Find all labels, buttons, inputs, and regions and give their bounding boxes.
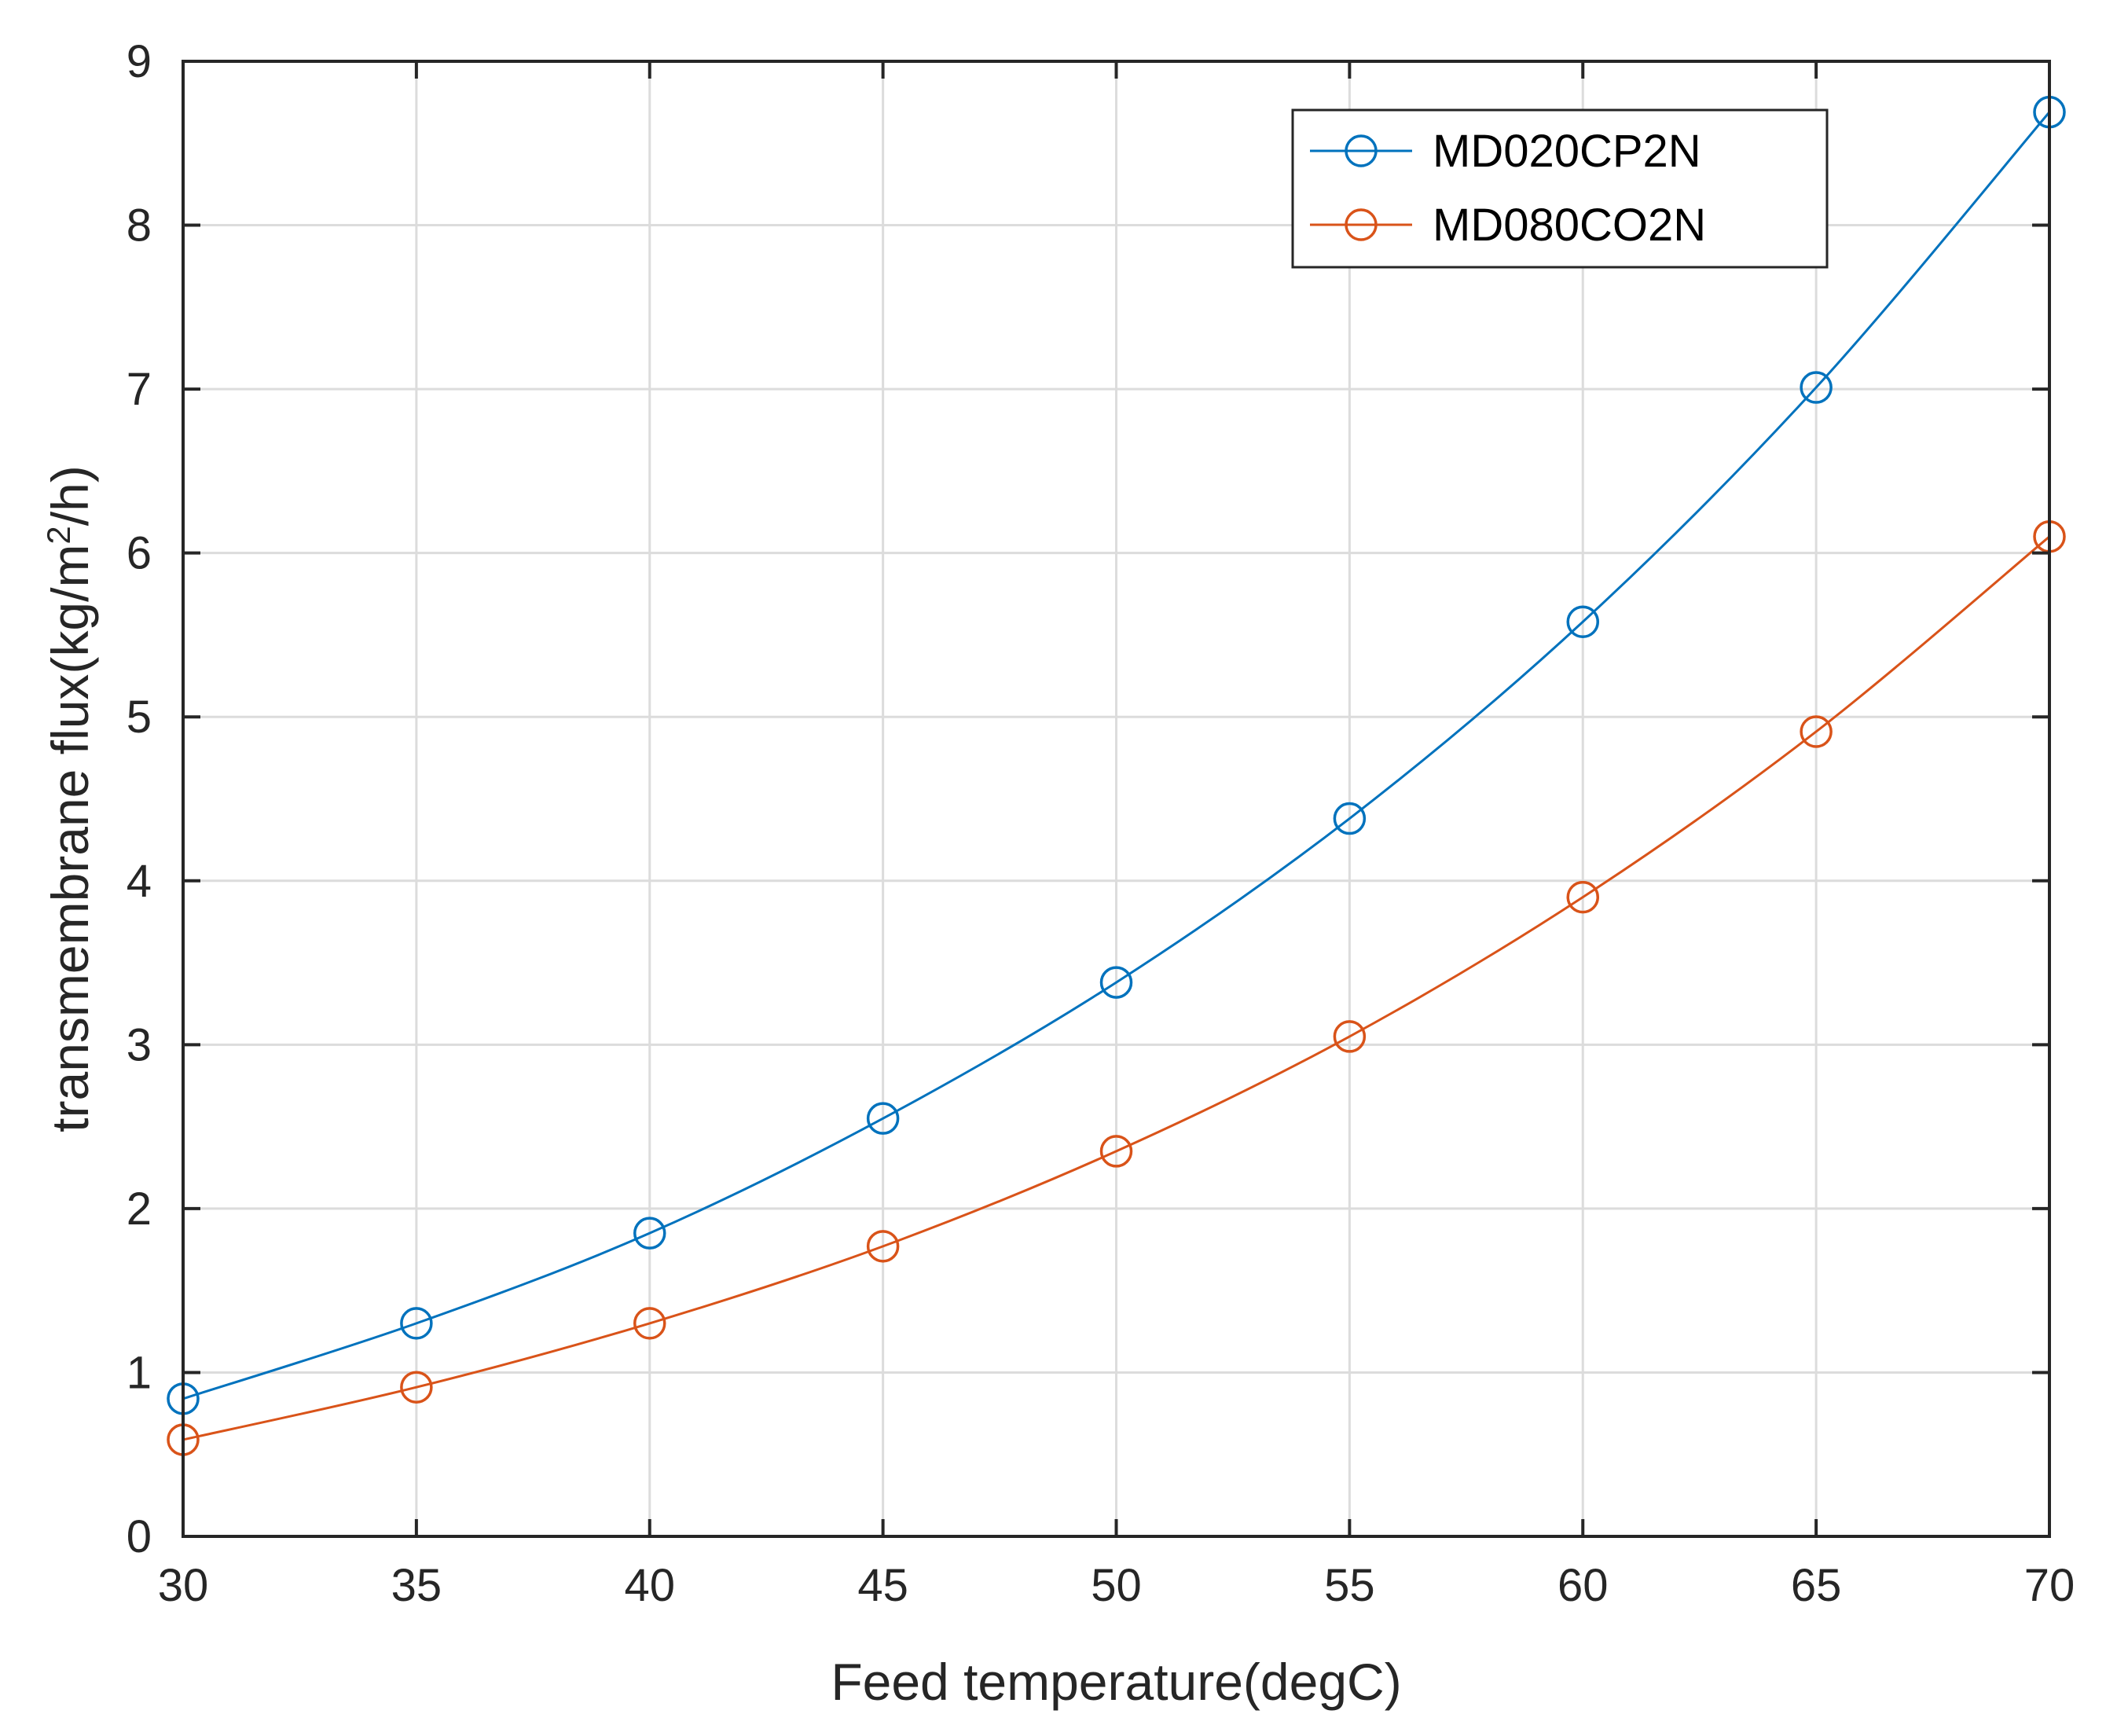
y-tick-label: 7 xyxy=(127,364,152,415)
series-line xyxy=(182,535,2050,1441)
legend-marker xyxy=(1345,208,1378,241)
x-tick-label: 45 xyxy=(857,1560,908,1611)
data-point xyxy=(633,1307,666,1340)
y-tick-label: 2 xyxy=(127,1184,152,1235)
x-tick-label: 35 xyxy=(391,1560,442,1611)
x-tick-label: 60 xyxy=(1557,1560,1609,1611)
data-point xyxy=(1566,880,1599,914)
legend-box xyxy=(1291,108,1829,269)
x-axis-title: Feed temperature(degC) xyxy=(831,1653,1401,1711)
y-tick-label: 9 xyxy=(127,36,152,87)
data-point xyxy=(866,1230,900,1263)
data-point xyxy=(400,1307,433,1340)
legend-entries: MD020CP2N MD080CO2N xyxy=(1310,126,1706,251)
y-axis-tick-labels: 0 1 2 3 4 5 6 7 8 9 xyxy=(127,36,152,1562)
series-MD020CP2N xyxy=(167,95,2066,1415)
series-MD080CO2N xyxy=(167,520,2066,1456)
y-axis-title: transmembrane flux(kg/m2/h) xyxy=(40,465,100,1132)
legend-marker xyxy=(1345,134,1378,167)
x-tick-label: 30 xyxy=(158,1560,209,1611)
legend: MD020CP2N MD080CO2N xyxy=(1291,108,1829,269)
y-tick-label: 0 xyxy=(127,1511,152,1562)
legend-entry: MD020CP2N xyxy=(1310,126,1701,177)
legend-label: MD080CO2N xyxy=(1433,200,1706,251)
y-tick-label: 6 xyxy=(127,528,152,579)
data-point xyxy=(1333,802,1367,835)
data-point xyxy=(400,1371,433,1404)
x-axis-tick-labels: 30 35 40 45 50 55 60 65 70 xyxy=(158,1560,2075,1611)
data-point xyxy=(866,1102,900,1135)
x-tick-label: 40 xyxy=(624,1560,675,1611)
y-axis-title-suffix: /h) xyxy=(41,465,99,526)
axis-ticks xyxy=(182,60,2051,1538)
y-tick-label: 3 xyxy=(127,1019,152,1070)
y-tick-label: 5 xyxy=(127,692,152,743)
y-tick-label: 4 xyxy=(127,856,152,907)
data-point xyxy=(1333,1020,1367,1053)
y-tick-label: 8 xyxy=(127,200,152,251)
y-axis-title-prefix: transmembrane flux(kg/m xyxy=(41,545,99,1132)
data-point xyxy=(1099,966,1133,999)
y-tick-label: 1 xyxy=(127,1347,152,1398)
series-layer xyxy=(167,95,2066,1456)
data-point xyxy=(1566,605,1599,639)
legend-label: MD020CP2N xyxy=(1433,126,1701,177)
x-tick-label: 70 xyxy=(2024,1560,2075,1611)
x-tick-label: 65 xyxy=(1791,1560,1842,1611)
series-line xyxy=(182,111,2051,1400)
x-tick-label: 55 xyxy=(1324,1560,1375,1611)
x-tick-label: 50 xyxy=(1091,1560,1142,1611)
data-point xyxy=(633,1217,666,1250)
data-point xyxy=(1800,715,1833,748)
data-point xyxy=(1800,371,1833,404)
legend-entry: MD080CO2N xyxy=(1310,200,1706,251)
data-point xyxy=(1099,1135,1133,1168)
y-axis-title-superscript: 2 xyxy=(40,526,77,544)
